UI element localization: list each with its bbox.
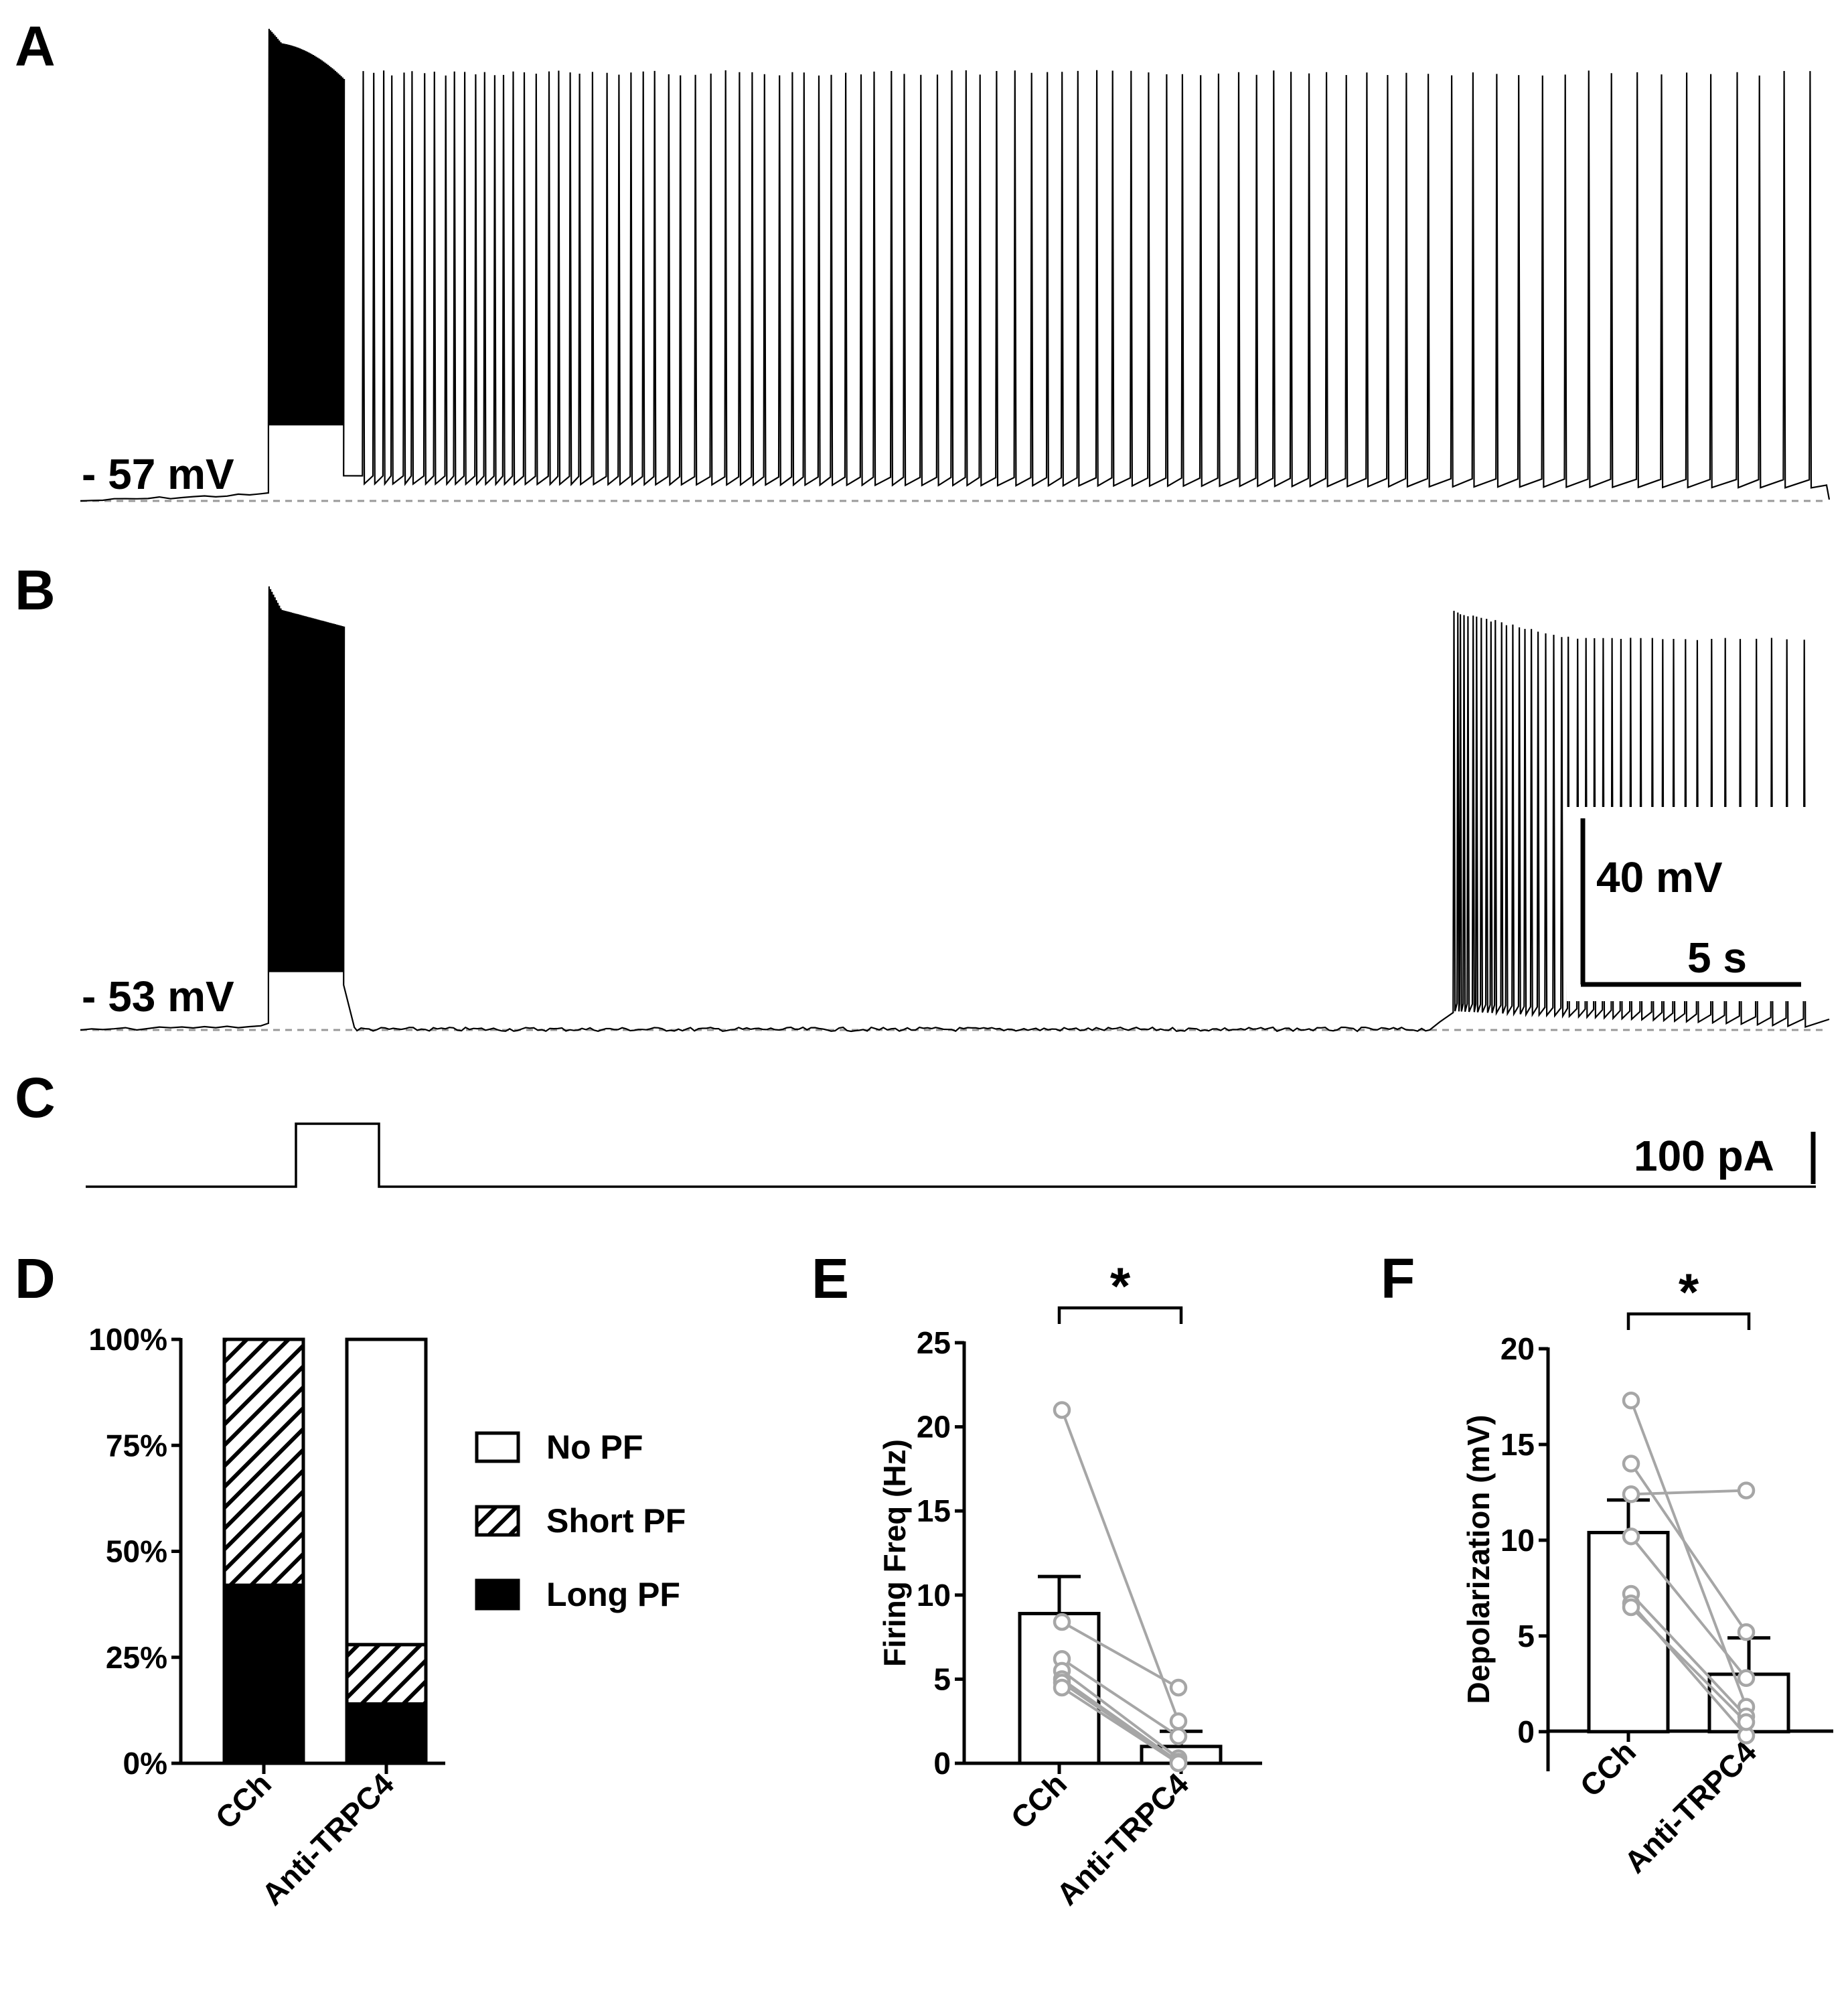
panel-d-y-tick-label: 100% [88, 1322, 167, 1357]
panel-label-e: E [812, 1247, 849, 1310]
panelF-y-tick-label: 5 [1517, 1619, 1535, 1653]
panel-d-legend-label: Long PF [546, 1576, 680, 1613]
panel-d-bar-segment [345, 1337, 428, 1647]
panelE-point-anti-trpc4 [1169, 1727, 1188, 1746]
panelE-paired-line [1061, 1657, 1180, 1738]
panelF-point-cch [1622, 1485, 1640, 1503]
panelE-y-tick-label: 5 [933, 1661, 951, 1696]
panel-a-trace: - 57 mV [80, 28, 1831, 502]
panel-b-resting-label: - 53 mV [82, 972, 234, 1021]
panelE-y-tick-label: 0 [933, 1746, 951, 1781]
panelE-y-tick-label: 15 [917, 1493, 951, 1528]
panelF-paired-line [1630, 1463, 1748, 1633]
scale-bar-voltage-label: 40 mV [1596, 853, 1723, 901]
panel-b-voltage-trace [80, 586, 1830, 1033]
panelE-y-axis-label: Firing Freq (Hz) [877, 1439, 912, 1667]
panel-d-y-tick-label: 75% [106, 1428, 167, 1463]
panelE-point-cch [1053, 1678, 1071, 1697]
panelF-y-tick-label: 20 [1500, 1331, 1535, 1366]
panelF-point-cch [1622, 1391, 1640, 1410]
panelE-point-anti-trpc4 [1169, 1754, 1188, 1773]
panelF-y-tick-label: 15 [1500, 1427, 1535, 1462]
panel-d-bar-segment [345, 1643, 428, 1706]
panelE-significance-star: * [1110, 1256, 1131, 1315]
panel-d-legend-swatch [475, 1578, 520, 1611]
current-step-trace [86, 1122, 1816, 1188]
panelF-significance-star: * [1679, 1262, 1699, 1321]
panel-label-f: F [1381, 1247, 1415, 1310]
panelE-category-label: CCh [1004, 1766, 1073, 1836]
panel-b-trace: - 53 mV 40 mV 5 s [80, 586, 1830, 1033]
panelE-point-cch [1053, 1613, 1071, 1631]
panelE-paired-line [1061, 1621, 1179, 1689]
panel-d-y-tick-label: 50% [106, 1534, 167, 1569]
panelE-y-tick-label: 25 [917, 1325, 951, 1360]
panel-label-d: D [15, 1247, 56, 1310]
panelE-category-label: Anti-TRPC4 [1050, 1766, 1196, 1912]
scale-bar-time-label: 5 s [1687, 934, 1747, 982]
panel-d-y-tick-label: 0% [123, 1746, 167, 1781]
panel-label-a: A [15, 15, 56, 78]
panelE-point-anti-trpc4 [1169, 1712, 1188, 1730]
panel-d-legend-label: Short PF [546, 1502, 686, 1540]
panelF-paired-line [1630, 1489, 1747, 1496]
panelF-y-tick-label: 10 [1500, 1523, 1535, 1558]
panelF-point-cch [1622, 1455, 1640, 1473]
panel-d-bar-segment [222, 1583, 305, 1765]
scale-bar-background [1567, 807, 1815, 1001]
current-scale-label: 100 pA [1634, 1132, 1774, 1180]
panelF-point-anti-trpc4 [1737, 1669, 1756, 1688]
panelF-point-anti-trpc4 [1737, 1623, 1756, 1641]
panelF-category-label: CCh [1573, 1734, 1642, 1803]
panel-label-b: B [15, 559, 56, 621]
panelE-paired-line [1061, 1409, 1180, 1722]
panel-d-bar-segment [222, 1337, 305, 1587]
panelF-point-anti-trpc4 [1737, 1481, 1756, 1499]
panel-d-y-tick-label: 25% [106, 1640, 167, 1675]
panelF-y-tick-label: 0 [1517, 1714, 1535, 1749]
panel-d-legend-swatch [475, 1431, 520, 1463]
panelE-y-tick-label: 10 [917, 1578, 951, 1613]
panelE-paired-line [1061, 1670, 1180, 1760]
panelE-point-cch [1053, 1401, 1071, 1419]
panel-a-voltage-trace [80, 28, 1831, 502]
panelE-point-anti-trpc4 [1169, 1678, 1188, 1697]
panelF-paired-line [1630, 1535, 1748, 1680]
panel-d-legend-swatch [475, 1505, 520, 1537]
panel-d-category-label: CCh [208, 1766, 278, 1836]
panel-label-c: C [15, 1066, 56, 1129]
panel-c-current-step: 100 pA [86, 1122, 1816, 1188]
panel-d-bar-segment [345, 1702, 428, 1765]
panelF-y-axis-label: Depolarization (mV) [1461, 1415, 1496, 1704]
panel-d-legend-label: No PF [546, 1428, 643, 1466]
panelF-paired-line [1630, 1606, 1748, 1723]
panelF-point-cch [1622, 1598, 1640, 1617]
panelF-paired-line [1630, 1593, 1748, 1718]
panel-a-resting-label: - 57 mV [82, 450, 234, 498]
panel-d-category-label: Anti-TRPC4 [255, 1766, 401, 1912]
panelF-significance-bracket [1626, 1312, 1751, 1330]
panelE-paired-line [1061, 1686, 1180, 1765]
panelF-point-anti-trpc4 [1737, 1713, 1756, 1731]
panelF-point-cch [1622, 1527, 1640, 1546]
panelE-y-tick-label: 20 [917, 1410, 951, 1445]
panelE-significance-bracket [1057, 1306, 1183, 1324]
